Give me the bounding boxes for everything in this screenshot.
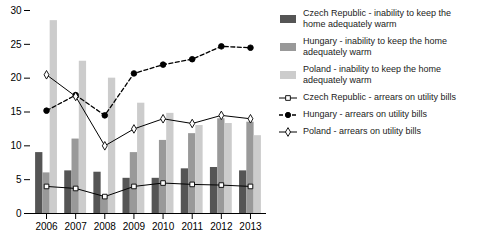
svg-text:2006: 2006 (35, 221, 58, 232)
html-text:Czech Republic - inability to: Czech Republic - inability to keep the h… (303, 8, 452, 29)
svg-text:30: 30 (10, 5, 22, 16)
html-text:Poland - inability to keep the: Poland - inability to keep the home adeq… (303, 64, 442, 85)
svg-text:2012: 2012 (210, 221, 233, 232)
svg-text:2011: 2011 (181, 221, 203, 232)
svg-text:2010: 2010 (152, 221, 175, 232)
svg-text:5: 5 (16, 174, 22, 185)
svg-text:0: 0 (16, 208, 22, 219)
svg-text:2007: 2007 (65, 221, 88, 232)
html-text:Hungary - arrears on utility b: Hungary - arrears on utility bills (303, 109, 427, 119)
svg-text:25: 25 (10, 39, 22, 50)
svg-text:20: 20 (10, 72, 22, 83)
svg-text:15: 15 (10, 106, 22, 117)
svg-text:2008: 2008 (94, 221, 117, 232)
svg-text:2009: 2009 (123, 221, 146, 232)
svg-text:10: 10 (10, 140, 22, 151)
html-text:Czech Republic - arrears on ut: Czech Republic - arrears on utility bill… (303, 92, 457, 102)
html-text:Poland - arrears on utility bi: Poland - arrears on utility bills (303, 126, 422, 136)
svg-text:2013: 2013 (239, 221, 262, 232)
html-text:Hungary - inability to keep th: Hungary - inability to keep the home ade… (303, 36, 448, 57)
